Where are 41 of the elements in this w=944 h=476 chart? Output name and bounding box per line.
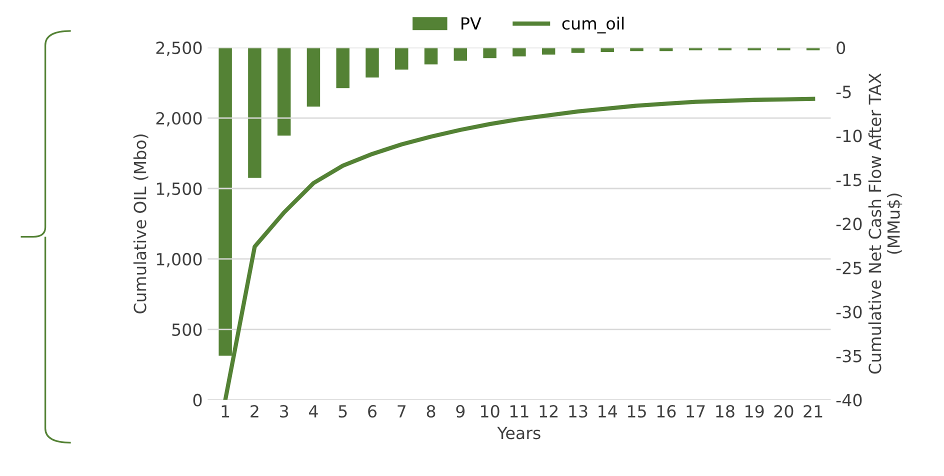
y2-tick-label: -5	[836, 86, 851, 98]
x-tick-label: 11	[510, 405, 528, 418]
y2-tick-label: -20	[836, 218, 862, 230]
y-tick-label: 2,500	[156, 42, 202, 56]
x-tick-label: 10	[481, 404, 500, 418]
y-tick-label: 1,000	[156, 252, 202, 268]
x-tick-label: 13	[569, 404, 588, 418]
x-tick-label: 8	[426, 404, 436, 418]
x-tick-label: 4	[308, 405, 318, 418]
x-tick-label: 20	[774, 404, 794, 418]
x-axis-title: Years	[497, 426, 540, 440]
y-tick-label: 1,500	[156, 182, 202, 197]
y-axis-title: Cumulative OIL (Mbo)	[133, 134, 148, 314]
y2-axis-title: Cumulative Net Cash Flow After TAX (MMu$)	[868, 73, 902, 374]
y-tick-label: 500	[172, 323, 202, 336]
x-tick-label: 7	[398, 405, 406, 418]
y2-tick-label: -35	[836, 350, 862, 362]
x-tick-label: 16	[657, 404, 676, 418]
y2-tick-label: -30	[836, 306, 862, 318]
x-tick-label: 18	[716, 404, 734, 418]
x-tick-label: 6	[368, 404, 377, 418]
legend-label: cum_oil	[562, 16, 624, 34]
y2-tick-label: 0	[836, 42, 846, 54]
x-tick-label: 21	[804, 404, 822, 418]
y2-tick-label: -40	[836, 394, 862, 406]
x-tick-label: 9	[456, 404, 465, 418]
y2-tick-label: -25	[836, 262, 862, 274]
x-tick-label: 3	[280, 404, 288, 418]
x-tick-label: 17	[686, 405, 705, 418]
x-tick-label: 2	[250, 404, 258, 418]
x-tick-label: 1	[222, 405, 230, 418]
y2-tick-label: -15	[836, 174, 862, 186]
x-tick-label: 14	[598, 405, 618, 418]
y-tick-label: 0	[193, 394, 202, 406]
x-tick-label: 5	[338, 405, 347, 418]
x-tick-label: 12	[540, 404, 558, 418]
y-tick-label: 2,000	[156, 112, 202, 126]
x-tick-label: 19	[746, 404, 764, 418]
x-tick-label: 15	[628, 405, 646, 418]
legend-label: PV	[462, 17, 482, 30]
y2-tick-label: -10	[836, 130, 862, 142]
